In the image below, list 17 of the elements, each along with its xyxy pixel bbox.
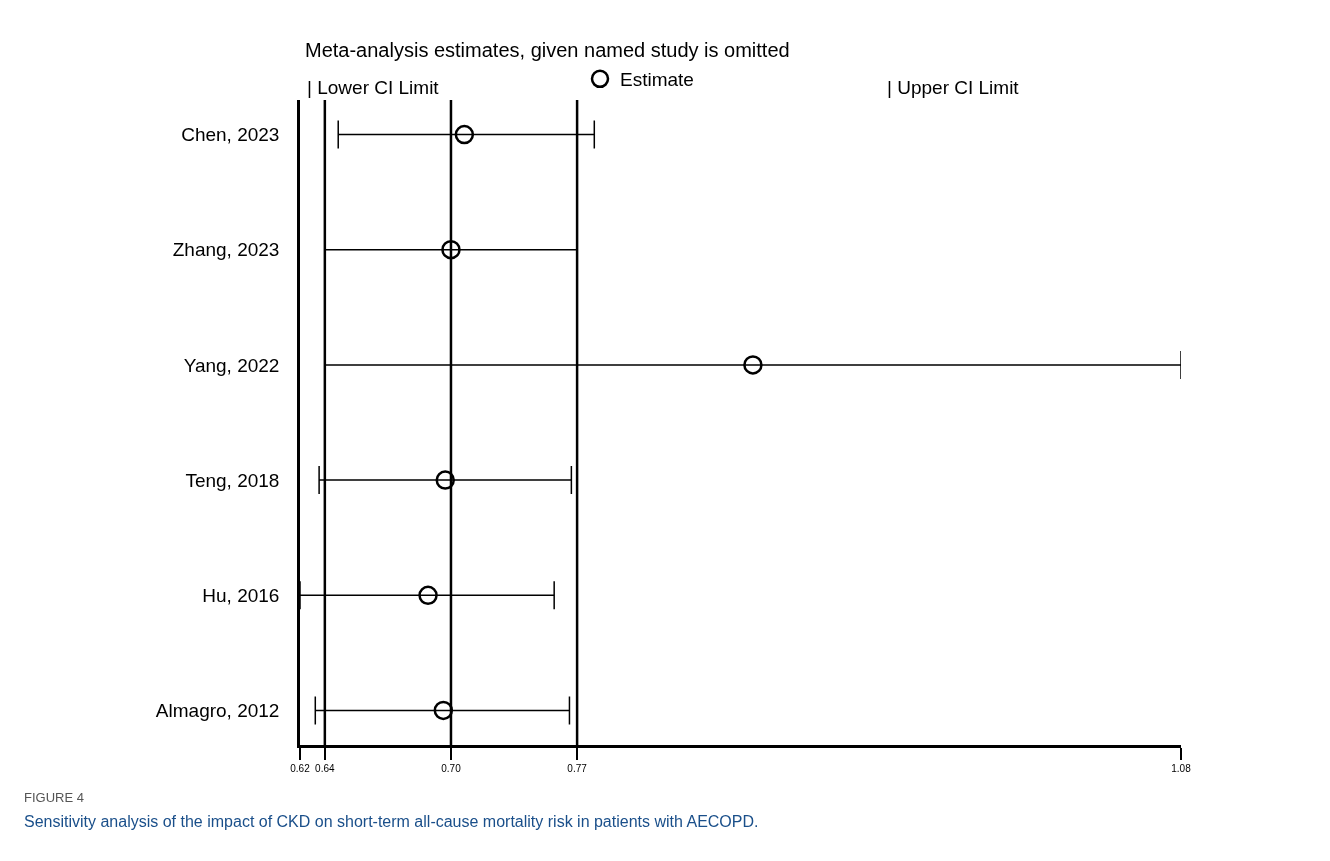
y-tick-label: Chen, 2023 — [181, 124, 280, 146]
caption: FIGURE 4 — [24, 790, 84, 805]
y-tick-label: Teng, 2018 — [185, 469, 280, 491]
x-tick-label: 0.77 — [567, 762, 588, 774]
y-tick-label: Hu, 2016 — [202, 584, 280, 606]
text: Sensitivity analysis of the impact of CKD on short-term all-cause mortality risk in patients with AECOPD. — [24, 813, 759, 830]
x-tick-label: 1.08 — [1171, 762, 1192, 774]
x-tick-label: 0.70 — [441, 762, 462, 774]
text: | Upper CI Limit — [887, 77, 1020, 98]
text: | Lower CI Limit — [307, 77, 440, 98]
y-tick-label: Almagro, 2012 — [155, 700, 280, 722]
x-tick-label: 0.62 — [290, 762, 311, 774]
legend-label: Estimate — [620, 69, 694, 91]
y-tick-label: Zhang, 2023 — [172, 239, 280, 261]
y-tick-label: Yang, 2022 — [183, 354, 280, 376]
chart-title: Meta-analysis estimates, given named study is omitted — [305, 39, 790, 61]
x-tick-label: 0.64 — [315, 762, 336, 774]
